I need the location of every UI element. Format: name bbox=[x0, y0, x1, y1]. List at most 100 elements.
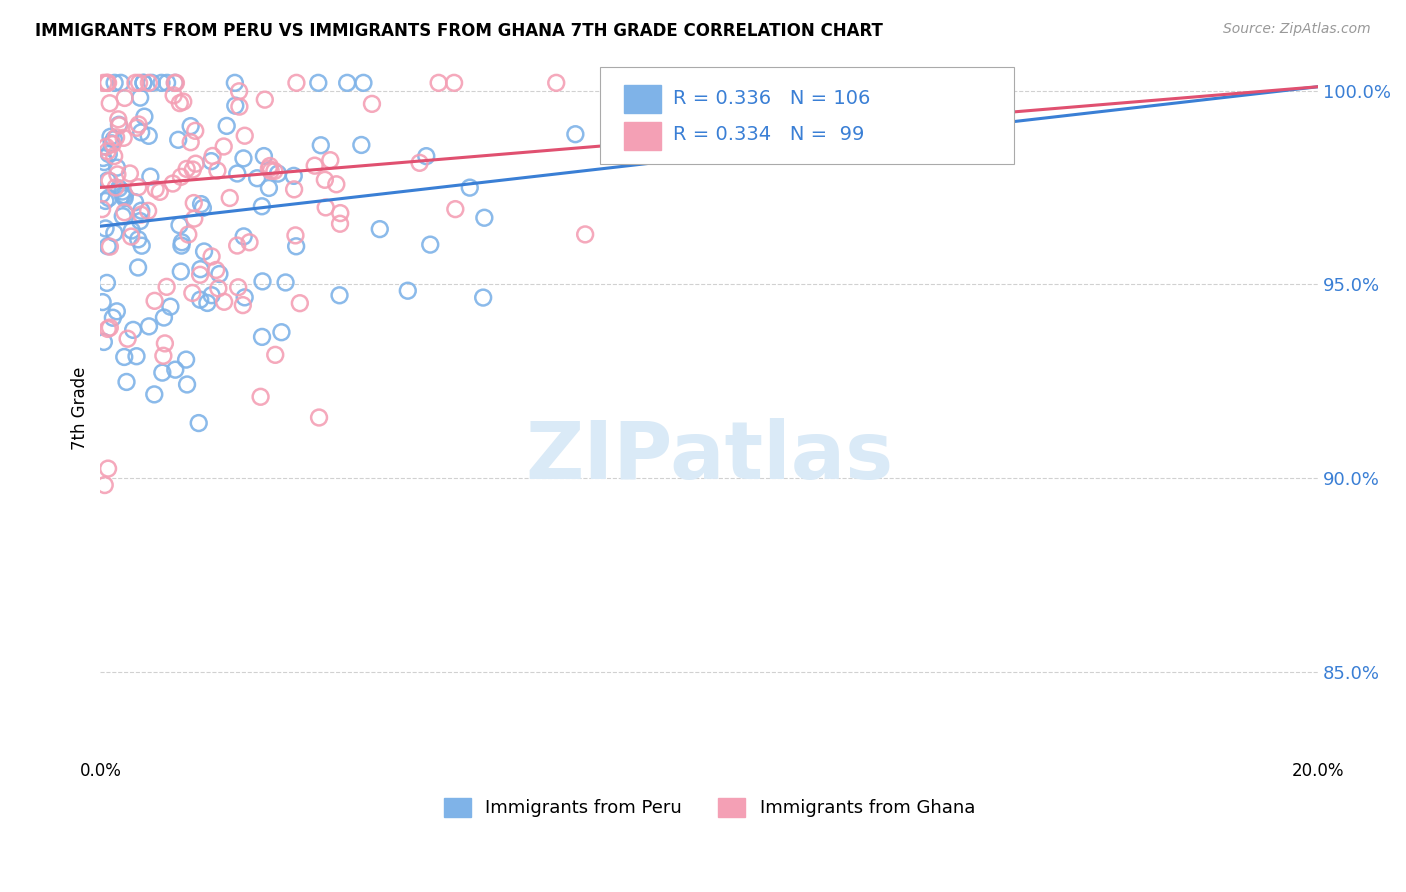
Point bbox=[167, 133, 190, 147]
Point bbox=[200, 154, 222, 169]
Point bbox=[574, 227, 596, 242]
Point bbox=[283, 169, 305, 183]
Point bbox=[224, 98, 246, 112]
Point bbox=[308, 410, 330, 425]
Point bbox=[125, 120, 148, 135]
Point bbox=[159, 300, 181, 314]
Point bbox=[124, 76, 146, 90]
Point bbox=[94, 140, 117, 154]
FancyBboxPatch shape bbox=[624, 121, 661, 150]
Point bbox=[309, 138, 332, 153]
Point bbox=[319, 153, 342, 168]
Point bbox=[190, 197, 212, 211]
Point bbox=[162, 177, 184, 191]
Point bbox=[129, 214, 152, 228]
Point bbox=[105, 161, 128, 175]
Point bbox=[120, 229, 142, 244]
Point bbox=[181, 285, 204, 300]
Point bbox=[143, 293, 166, 308]
Point bbox=[110, 76, 132, 90]
Point bbox=[250, 330, 273, 344]
Point bbox=[257, 161, 280, 176]
Point bbox=[270, 325, 292, 339]
Point bbox=[105, 130, 128, 145]
Point bbox=[226, 280, 249, 294]
Point bbox=[172, 95, 194, 109]
Point bbox=[259, 159, 281, 173]
Y-axis label: 7th Grade: 7th Grade bbox=[72, 367, 89, 450]
Point bbox=[131, 238, 153, 252]
Point bbox=[215, 119, 238, 133]
Point bbox=[125, 349, 148, 363]
Point bbox=[105, 304, 128, 318]
Point bbox=[129, 125, 152, 139]
Point bbox=[107, 112, 129, 127]
Point bbox=[472, 211, 495, 225]
Point bbox=[163, 76, 186, 90]
Point bbox=[228, 100, 250, 114]
Point bbox=[93, 334, 115, 349]
Point bbox=[112, 350, 135, 364]
Point bbox=[101, 310, 124, 325]
Point bbox=[94, 221, 117, 235]
Point bbox=[105, 168, 128, 182]
Point bbox=[100, 129, 122, 144]
Text: IMMIGRANTS FROM PERU VS IMMIGRANTS FROM GHANA 7TH GRADE CORRELATION CHART: IMMIGRANTS FROM PERU VS IMMIGRANTS FROM … bbox=[35, 22, 883, 40]
Point bbox=[153, 310, 176, 325]
Point bbox=[328, 288, 350, 302]
Point bbox=[97, 191, 120, 205]
Point bbox=[249, 390, 271, 404]
Point bbox=[546, 76, 568, 90]
Point bbox=[176, 377, 198, 392]
Point bbox=[112, 131, 135, 145]
Point bbox=[149, 185, 172, 199]
Point bbox=[284, 228, 307, 243]
Point bbox=[108, 119, 131, 133]
Point bbox=[170, 235, 193, 250]
Point bbox=[180, 135, 202, 149]
Point bbox=[184, 124, 207, 138]
Point bbox=[408, 156, 430, 170]
Point bbox=[163, 88, 186, 103]
Point bbox=[114, 205, 136, 219]
Point bbox=[427, 76, 450, 90]
Point bbox=[104, 180, 127, 194]
Point bbox=[127, 232, 149, 246]
Point bbox=[253, 93, 276, 107]
Point bbox=[96, 76, 118, 90]
Point bbox=[91, 202, 114, 216]
Point bbox=[153, 336, 176, 351]
Point bbox=[188, 268, 211, 282]
Point bbox=[124, 195, 146, 210]
Point bbox=[257, 181, 280, 195]
Point bbox=[156, 76, 179, 90]
Point bbox=[274, 276, 297, 290]
Point bbox=[111, 188, 134, 202]
Point bbox=[564, 127, 586, 141]
Text: Source: ZipAtlas.com: Source: ZipAtlas.com bbox=[1223, 22, 1371, 37]
Point bbox=[285, 239, 308, 253]
Point bbox=[97, 239, 120, 253]
Point bbox=[226, 238, 249, 252]
Point bbox=[97, 147, 120, 161]
Point bbox=[150, 366, 173, 380]
Point bbox=[184, 156, 207, 170]
Point bbox=[118, 166, 141, 180]
Point bbox=[336, 76, 359, 90]
Point bbox=[145, 182, 167, 196]
Point bbox=[108, 181, 131, 195]
Point bbox=[329, 217, 352, 231]
Point bbox=[233, 128, 256, 143]
Point bbox=[152, 349, 174, 363]
Point bbox=[169, 218, 191, 232]
Point bbox=[128, 76, 150, 90]
Point bbox=[96, 173, 118, 187]
Text: ZIPatlas: ZIPatlas bbox=[524, 418, 893, 496]
Point bbox=[117, 332, 139, 346]
Point bbox=[170, 169, 193, 184]
Point bbox=[127, 180, 149, 194]
Point bbox=[232, 152, 254, 166]
Point bbox=[325, 178, 347, 192]
Point bbox=[176, 161, 198, 176]
Point bbox=[103, 149, 125, 163]
